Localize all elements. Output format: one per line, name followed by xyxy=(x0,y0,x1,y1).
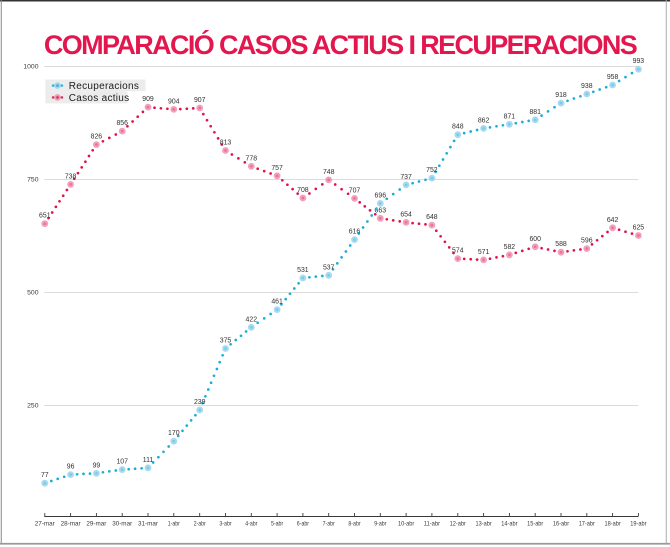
svg-text:1000: 1000 xyxy=(23,63,38,70)
svg-text:881: 881 xyxy=(529,109,541,116)
svg-text:862: 862 xyxy=(478,117,490,124)
svg-text:750: 750 xyxy=(27,176,39,183)
svg-text:30-mar: 30-mar xyxy=(112,521,133,528)
svg-text:918: 918 xyxy=(555,92,567,99)
svg-text:648: 648 xyxy=(426,214,438,221)
svg-text:600: 600 xyxy=(529,236,541,243)
svg-text:748: 748 xyxy=(323,169,335,176)
svg-text:111: 111 xyxy=(143,457,154,464)
svg-text:663: 663 xyxy=(375,207,387,214)
svg-text:17-abr: 17-abr xyxy=(579,521,596,528)
svg-text:871: 871 xyxy=(504,113,516,120)
svg-text:96: 96 xyxy=(67,464,75,471)
svg-text:77: 77 xyxy=(41,472,49,479)
svg-text:Casos actius: Casos actius xyxy=(69,93,130,104)
svg-text:625: 625 xyxy=(633,225,645,232)
svg-text:375: 375 xyxy=(220,338,232,345)
svg-text:707: 707 xyxy=(349,187,361,194)
svg-text:848: 848 xyxy=(452,124,464,131)
svg-text:696: 696 xyxy=(375,192,387,199)
svg-text:99: 99 xyxy=(93,462,101,469)
svg-text:Recuperacions: Recuperacions xyxy=(69,81,139,92)
svg-text:14-abr: 14-abr xyxy=(501,521,518,528)
svg-text:16-abr: 16-abr xyxy=(553,521,570,528)
svg-text:826: 826 xyxy=(91,134,103,141)
svg-text:18-abr: 18-abr xyxy=(605,521,622,528)
svg-text:958: 958 xyxy=(607,74,619,81)
svg-text:537: 537 xyxy=(323,264,335,271)
svg-text:19-abr: 19-abr xyxy=(630,521,647,528)
svg-text:654: 654 xyxy=(400,211,412,218)
svg-text:28-mar: 28-mar xyxy=(61,521,82,528)
svg-text:574: 574 xyxy=(452,248,464,255)
svg-text:10-abr: 10-abr xyxy=(398,521,415,528)
svg-text:738: 738 xyxy=(65,173,77,180)
svg-text:651: 651 xyxy=(39,213,51,220)
svg-text:2-abr: 2-abr xyxy=(194,521,207,528)
svg-text:778: 778 xyxy=(246,155,258,162)
svg-text:757: 757 xyxy=(271,165,283,172)
svg-text:737: 737 xyxy=(400,174,412,181)
svg-text:461: 461 xyxy=(271,299,283,306)
svg-text:813: 813 xyxy=(220,140,232,147)
svg-text:239: 239 xyxy=(194,399,206,406)
svg-text:1-abr: 1-abr xyxy=(168,521,181,528)
svg-text:7-abr: 7-abr xyxy=(323,521,336,528)
svg-text:15-abr: 15-abr xyxy=(527,521,544,528)
svg-text:907: 907 xyxy=(194,97,206,104)
svg-text:596: 596 xyxy=(581,238,593,245)
svg-text:13-abr: 13-abr xyxy=(476,521,493,528)
svg-text:422: 422 xyxy=(246,316,258,323)
svg-text:27-mar: 27-mar xyxy=(35,521,56,528)
svg-text:8-abr: 8-abr xyxy=(348,521,361,528)
svg-text:6-abr: 6-abr xyxy=(297,521,310,528)
svg-text:31-mar: 31-mar xyxy=(138,521,159,528)
svg-text:582: 582 xyxy=(504,244,516,251)
svg-text:642: 642 xyxy=(607,217,619,224)
svg-text:856: 856 xyxy=(116,120,128,127)
svg-text:12-abr: 12-abr xyxy=(450,521,467,528)
svg-text:500: 500 xyxy=(27,289,39,296)
svg-text:904: 904 xyxy=(168,98,180,105)
svg-text:571: 571 xyxy=(478,249,490,256)
svg-text:993: 993 xyxy=(633,58,645,65)
svg-text:588: 588 xyxy=(555,241,567,248)
svg-text:938: 938 xyxy=(581,83,593,90)
svg-text:5-abr: 5-abr xyxy=(271,521,284,528)
svg-text:3-abr: 3-abr xyxy=(219,521,232,528)
svg-text:9-abr: 9-abr xyxy=(374,521,387,528)
svg-text:4-abr: 4-abr xyxy=(245,521,258,528)
svg-text:752: 752 xyxy=(426,167,438,174)
svg-text:708: 708 xyxy=(297,187,309,194)
svg-text:170: 170 xyxy=(168,430,180,437)
svg-text:531: 531 xyxy=(297,267,309,274)
svg-text:11-abr: 11-abr xyxy=(424,521,441,528)
svg-text:616: 616 xyxy=(349,229,361,236)
svg-text:107: 107 xyxy=(116,459,128,466)
svg-text:909: 909 xyxy=(142,96,154,103)
svg-text:29-mar: 29-mar xyxy=(86,521,107,528)
svg-text:250: 250 xyxy=(27,402,39,409)
